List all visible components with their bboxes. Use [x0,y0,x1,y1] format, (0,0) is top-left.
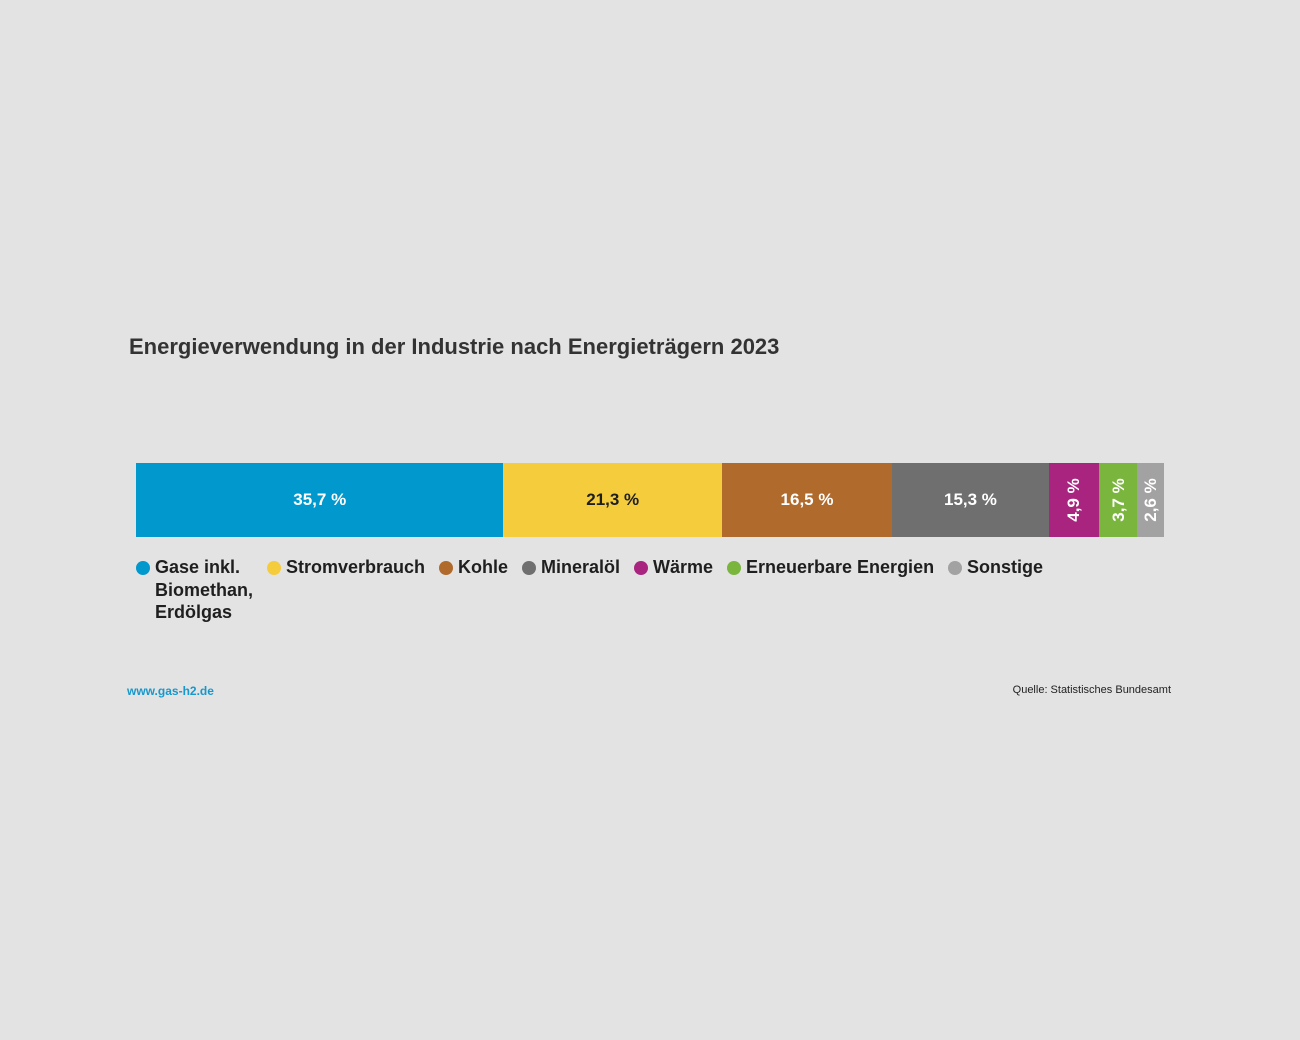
legend-label-line: Wärme [653,557,714,577]
legend-swatch [727,561,741,575]
legend-item: Mineralöl [522,556,620,579]
source-note: Quelle: Statistisches Bundesamt [1012,684,1171,696]
stacked-bar: 35,7 % 21,3 % 16,5 % 15,3 % 4,9 % 3,7 % 2,6 % [136,463,1165,537]
bar-segment: 4,9 % [1048,463,1100,537]
legend-item: Gase inkl. Biomethan, Erdölgas [136,556,253,624]
legend-item: Wärme [634,556,713,579]
bar-segment: 2,6 % [1137,463,1165,537]
data-label: 16,5 % [780,490,834,509]
legend-swatch [439,561,453,575]
bar-segment: 3,7 % [1099,463,1138,537]
legend-item: Kohle [439,556,508,579]
legend-label: Sonstige [967,556,1043,579]
legend-label: Stromverbrauch [286,556,425,579]
data-label: 4,9 % [1064,478,1084,522]
bar-segment: 15,3 % [891,463,1050,537]
legend-swatch [136,561,150,575]
legend-label-line: Erdölgas [155,602,233,622]
data-label: 35,7 % [293,490,347,509]
legend-label: Gase inkl. Biomethan, Erdölgas [155,556,253,624]
data-label: 3,7 % [1108,478,1128,522]
data-label: 21,3 % [586,490,640,509]
legend-label-line: Gase inkl. [155,557,241,577]
legend-label: Wärme [653,556,713,579]
legend-item: Erneuerbare Energien [727,556,934,579]
bar-segment: 35,7 % [136,463,504,537]
legend-swatch [948,561,962,575]
website-link[interactable]: www.gas-h2.de [127,684,214,698]
legend-swatch [267,561,281,575]
bar-segment: 16,5 % [721,463,893,537]
legend-label-line: Sonstige [967,557,1044,577]
legend-label: Kohle [458,556,508,579]
data-label: 15,3 % [944,490,997,509]
legend-swatch [522,561,536,575]
legend-label-line: Erneuerbare Energien [746,557,935,577]
legend-label: Mineralöl [541,556,620,579]
bar-segment: 21,3 % [502,463,723,537]
legend-item: Sonstige [948,556,1043,579]
legend-label-line: Kohle [458,557,509,577]
legend-label-line: Biomethan, [155,579,254,600]
chart-title: Energieverwendung in der Industrie nach … [129,334,780,359]
legend-label: Erneuerbare Energien [746,556,934,579]
data-label: 2,6 % [1140,478,1160,522]
legend-label-line: Stromverbrauch [286,557,426,577]
legend-swatch [634,561,648,575]
legend-label-line: Mineralöl [541,557,621,577]
legend-item: Stromverbrauch [267,556,425,579]
